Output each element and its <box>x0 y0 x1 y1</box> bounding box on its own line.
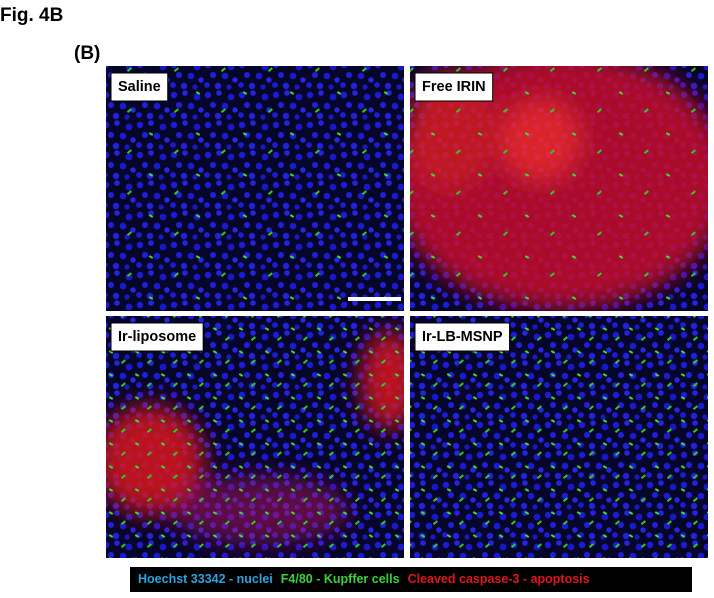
panel-title-box <box>414 72 494 102</box>
micrograph <box>410 316 708 558</box>
panel-title-box <box>110 72 169 102</box>
panel-title: Ir-liposome <box>118 329 196 345</box>
panel-title: Free IRIN <box>422 79 486 95</box>
apoptosis-stain <box>410 66 708 311</box>
legend: Hoechst 33342 - nuclei F4/80 - Kupffer ce… <box>138 572 590 586</box>
micrograph <box>106 66 404 311</box>
apoptosis-stain <box>106 316 404 558</box>
figure-label: Fig. 4B <box>0 5 63 26</box>
legend-entry: Cleaved caspase-3 - apoptosis <box>408 572 590 586</box>
legend-bar <box>130 567 692 592</box>
panel-title: Saline <box>118 79 161 95</box>
panel-title: Ir-LB-MSNP <box>422 329 503 345</box>
legend-entry: F4/80 - Kupffer cells <box>281 572 400 586</box>
panel-title-box <box>414 322 511 352</box>
legend-entry: Hoechst 33342 - nuclei <box>138 572 273 586</box>
panel-title-box <box>110 322 204 352</box>
panel-label: (B) <box>74 43 100 64</box>
